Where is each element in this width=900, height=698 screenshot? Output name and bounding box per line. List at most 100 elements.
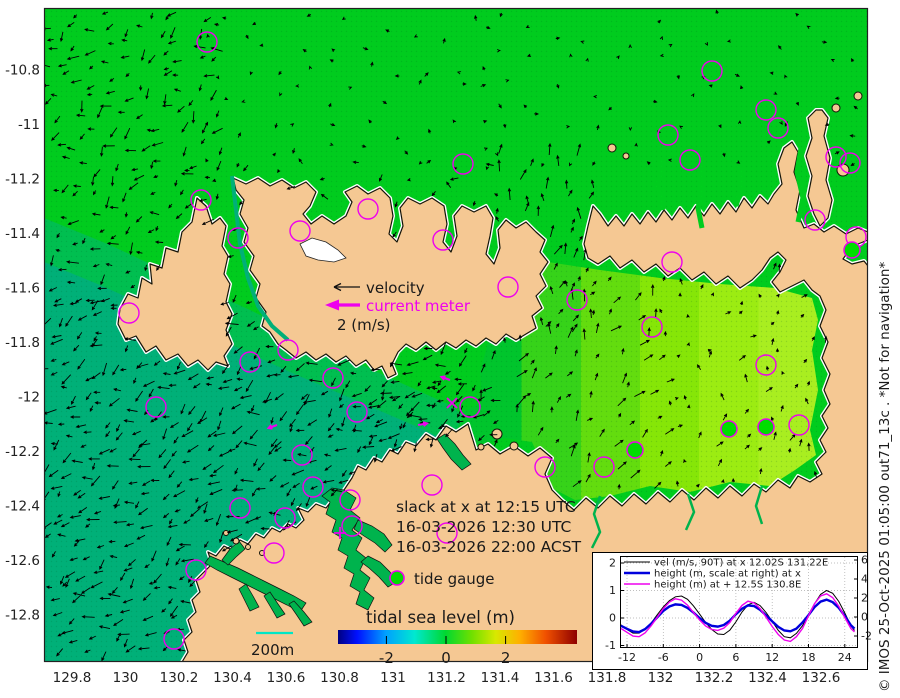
current-meter-circle <box>804 209 826 231</box>
velocity-arrow-field <box>479 242 675 490</box>
inset-legend-label-2: height (m) at + 12.5S 130.8E <box>654 580 801 591</box>
inset-legend-label-0: vel (m/s, 90T) at x 12.02S 131.22E <box>654 558 828 569</box>
scale-bar-label: 200m <box>251 641 294 659</box>
small-island <box>607 143 617 153</box>
lat-tick-label: -10.8 <box>5 63 40 79</box>
inset-plot-frame <box>620 556 858 648</box>
current-meter-label: current meter <box>366 297 471 315</box>
small-island <box>477 443 485 451</box>
current-meter-circle <box>593 456 615 478</box>
colorbar-tick-label: 2 <box>501 649 511 667</box>
lon-tick-label: 130.6 <box>267 670 306 686</box>
coastal-inlet <box>733 159 745 207</box>
slack-line-1: slack at x at 12:15 UTC <box>396 498 576 516</box>
map-axes: -10.8-11-11.2-11.4-11.6-11.8-12-12.2-12.… <box>5 63 840 687</box>
inset-x-tick-label: 6 <box>732 651 739 664</box>
lat-tick-label: -12 <box>18 390 40 406</box>
colorbar-ticks: -2 0 2 <box>379 636 510 667</box>
current-meter-circle <box>339 489 361 511</box>
current-meter-circle <box>839 152 861 174</box>
copyright-watermark: © IMOS 25-Oct-2025 01:05:00 out71_13c . … <box>877 262 893 692</box>
velocity-arrow-field <box>44 11 223 311</box>
lat-tick-label: -11.2 <box>5 172 40 188</box>
current-meter-vector <box>439 375 451 381</box>
current-meter-circle <box>145 396 167 418</box>
lat-tick-label: -12.8 <box>5 608 40 624</box>
current-meter-arrowhead-icon <box>325 299 339 311</box>
current-meter-circle <box>421 474 443 496</box>
melville-island <box>232 177 549 379</box>
small-island <box>245 544 251 550</box>
inset-series-2 <box>620 593 855 643</box>
coastal-inlet <box>695 151 707 229</box>
colorbar-tick-label: -2 <box>379 649 394 667</box>
inset-x-tick-label: -6 <box>658 651 669 664</box>
lon-tick-label: 130.4 <box>213 670 252 686</box>
current-meter-circle <box>263 542 285 564</box>
colorbar: tidal sea level (m) -2 0 2 <box>338 608 577 667</box>
current-meter-circle <box>497 276 519 298</box>
current-meter-circle <box>185 559 207 581</box>
tide-gauge-marker <box>720 420 738 438</box>
coastal-inlet <box>655 159 666 211</box>
lat-tick-label: -11.8 <box>5 335 40 351</box>
velocity-arrow-icon <box>333 282 360 292</box>
current-meter-circle <box>322 367 344 389</box>
current-meter-circle <box>357 198 379 220</box>
current-meter-circle <box>459 396 481 418</box>
current-meter-circle <box>452 153 474 175</box>
lon-tick-label: 129.8 <box>53 670 92 686</box>
river <box>684 493 696 531</box>
inset-yright-tick-label: 4 <box>861 573 868 586</box>
velocity-arrow-field <box>44 294 468 662</box>
inset-x-tick-label: 24 <box>838 651 852 664</box>
lon-tick-label: 132.2 <box>695 670 734 686</box>
lon-tick-label: 130 <box>113 670 139 686</box>
current-meter-circle <box>227 227 249 249</box>
colorbar-tick-label: 0 <box>441 649 451 667</box>
lon-tick-label: 131.8 <box>588 670 627 686</box>
velocity-scale-label: 2 (m/s) <box>337 316 391 334</box>
velocity-label: velocity <box>366 279 425 297</box>
lon-tick-label: 131.2 <box>427 670 466 686</box>
inset-x-tick-label: -12 <box>618 651 636 664</box>
current-meter-circle <box>641 316 663 338</box>
map-canvas <box>44 8 868 662</box>
lon-tick-label: 132 <box>648 670 674 686</box>
current-meter-vector <box>417 421 429 427</box>
small-island <box>509 441 519 451</box>
small-island <box>831 103 841 113</box>
current-meter-circle <box>277 339 299 361</box>
map-frame <box>43 7 869 663</box>
current-meter-circle <box>436 522 458 544</box>
harbour-water <box>360 555 397 588</box>
inset-yleft-tick-label: 0 <box>609 612 616 625</box>
inset-x-tick-label: 12 <box>765 651 779 664</box>
current-meter-circle <box>239 351 261 373</box>
harbour-water <box>288 600 313 627</box>
river <box>754 485 764 525</box>
inset-yleft-tick-label: 2 <box>609 557 616 570</box>
harbour-water <box>353 519 393 553</box>
tide-gauge-marker <box>843 241 861 259</box>
current-meter-circle <box>566 289 588 311</box>
harbour-water <box>436 433 472 471</box>
inset-yright-tick-label: 2 <box>861 592 868 605</box>
plus-location-marker <box>334 527 346 539</box>
small-island <box>853 91 863 101</box>
harbour-water <box>238 583 260 612</box>
tide-gauge-label: tide gauge <box>414 570 495 588</box>
small-island <box>491 428 503 440</box>
inset-legend-label-1: height (m, scale at right) at x <box>654 569 801 580</box>
bathurst-island <box>117 197 233 371</box>
coastal-inlet <box>794 147 806 223</box>
tide-gauge-legend: tide gauge <box>389 570 495 588</box>
current-meter-circle <box>432 229 454 251</box>
map-legend: velocity current meter 2 (m/s) <box>325 279 471 334</box>
inset-x-tick-label: 0 <box>696 651 703 664</box>
current-meter-circle <box>302 476 324 498</box>
slack-annotation: slack at x at 12:15 UTC 16-03-2026 12:30… <box>396 498 582 556</box>
